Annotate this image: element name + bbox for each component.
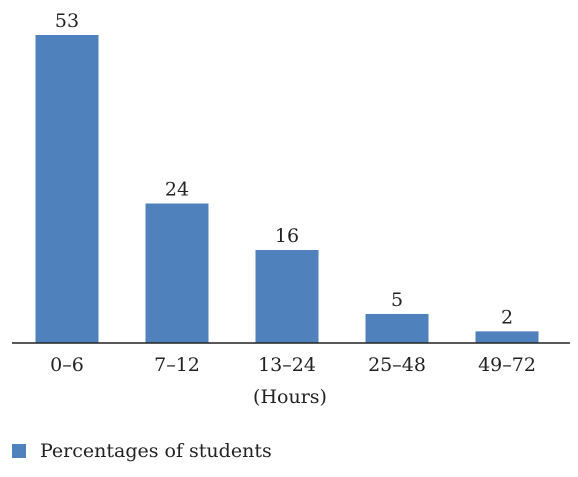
data-labels-layer: 53 24 16 5 2	[55, 10, 513, 328]
legend-swatch	[12, 444, 26, 458]
data-label-2: 16	[275, 225, 299, 247]
bars-layer	[35, 35, 539, 343]
legend-label: Percentages of students	[40, 440, 272, 462]
bar-0	[35, 35, 99, 343]
bar-2	[255, 250, 319, 343]
bar-1	[145, 203, 209, 343]
x-tick-label-3: 25–48	[368, 354, 426, 376]
data-label-0: 53	[55, 10, 79, 32]
data-label-4: 2	[501, 306, 513, 328]
x-tick-labels-layer: 0–6 7–12 13–24 25–48 49–72	[50, 354, 536, 376]
x-tick-label-1: 7–12	[154, 354, 200, 376]
x-tick-label-0: 0–6	[50, 354, 84, 376]
x-tick-label-2: 13–24	[258, 354, 316, 376]
x-axis-label: (Hours)	[253, 386, 327, 408]
legend: Percentages of students	[12, 440, 272, 462]
data-label-1: 24	[165, 179, 189, 201]
bar-4	[475, 331, 539, 343]
bar-3	[365, 313, 429, 343]
data-label-3: 5	[391, 289, 403, 311]
x-tick-label-4: 49–72	[478, 354, 536, 376]
